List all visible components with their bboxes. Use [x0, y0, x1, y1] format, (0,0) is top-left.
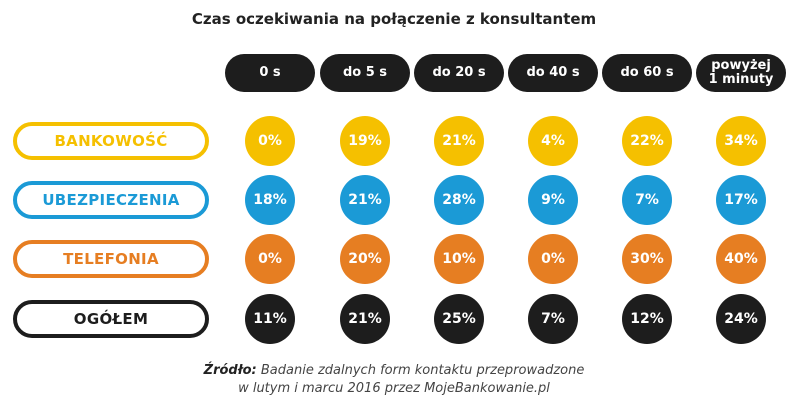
source-line2: w lutym i marcu 2016 przez MojeBankowani…	[238, 381, 550, 396]
value-cell: 30%	[622, 234, 672, 284]
column-header: do 20 s	[414, 54, 504, 92]
source-note: Źródło: Badanie zdalnych form kontaktu p…	[0, 362, 788, 398]
value-cell: 24%	[716, 294, 766, 344]
value-cell: 21%	[340, 294, 390, 344]
value-cell: 0%	[245, 234, 295, 284]
value-cell: 4%	[528, 116, 578, 166]
value-cell: 28%	[434, 175, 484, 225]
chart-title: Czas oczekiwania na połączenie z konsult…	[191, 10, 597, 28]
row-label: BANKOWOŚĆ	[13, 122, 209, 160]
value-cell: 34%	[716, 116, 766, 166]
source-line1: Badanie zdalnych form kontaktu przeprowa…	[260, 363, 585, 378]
value-cell: 9%	[528, 175, 578, 225]
value-cell: 10%	[434, 234, 484, 284]
column-header: do 40 s	[508, 54, 598, 92]
value-cell: 7%	[622, 175, 672, 225]
column-header: 0 s	[225, 54, 315, 92]
value-cell: 21%	[340, 175, 390, 225]
row-label: OGÓŁEM	[13, 300, 209, 338]
value-cell: 0%	[528, 234, 578, 284]
value-cell: 18%	[245, 175, 295, 225]
row-label: UBEZPIECZENIA	[13, 181, 209, 219]
value-cell: 40%	[716, 234, 766, 284]
column-header: do 60 s	[602, 54, 692, 92]
row-label: TELEFONIA	[13, 240, 209, 278]
value-cell: 22%	[622, 116, 672, 166]
column-header: powyżej 1 minuty	[696, 54, 786, 92]
source-label: Źródło:	[203, 363, 257, 378]
value-cell: 25%	[434, 294, 484, 344]
value-cell: 11%	[245, 294, 295, 344]
value-cell: 12%	[622, 294, 672, 344]
value-cell: 20%	[340, 234, 390, 284]
value-cell: 7%	[528, 294, 578, 344]
value-cell: 0%	[245, 116, 295, 166]
column-header: do 5 s	[320, 54, 410, 92]
value-cell: 17%	[716, 175, 766, 225]
value-cell: 21%	[434, 116, 484, 166]
value-cell: 19%	[340, 116, 390, 166]
